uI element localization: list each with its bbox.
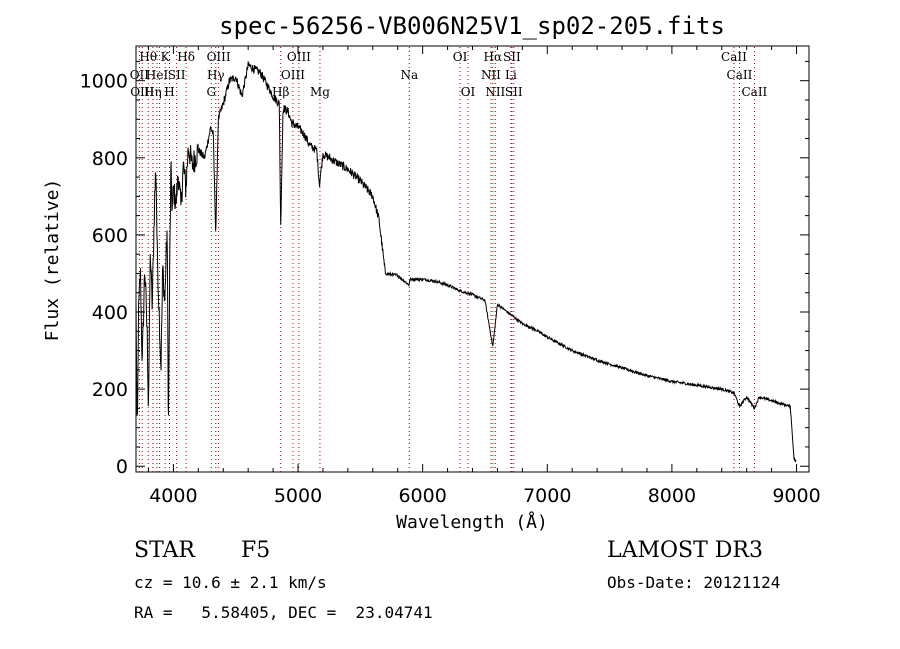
spectral-line-label: Hα [484, 50, 503, 64]
plot-frame [135, 45, 810, 473]
observation-date: Obs-Date: 20121124 [607, 573, 781, 592]
spectral-line-label: SII [503, 50, 521, 64]
y-tick-label: 600 [92, 225, 128, 247]
spectral-line-label: SII [505, 85, 523, 99]
y-tick-label: 400 [92, 302, 128, 324]
spectral-line-label: Na [400, 68, 418, 82]
y-tick-label: 800 [92, 148, 128, 170]
spectral-line-label: CaII [727, 68, 753, 82]
y-tick-label: 1000 [80, 71, 128, 93]
x-tick-label: 8000 [648, 485, 696, 507]
spectral-line-label: Li [505, 68, 517, 82]
spectral-line-label: NII [485, 85, 505, 99]
x-axis-ticks: 4000 5000 6000 7000 8000 9000 [147, 46, 821, 507]
x-tick-label: 7000 [523, 485, 571, 507]
x-tick-label: 5000 [274, 485, 322, 507]
redshift-info: cz = 10.6 ± 2.1 km/s [134, 573, 327, 592]
spectral-line-label: SII [168, 68, 186, 82]
spectral-line-label: OI [453, 50, 468, 64]
spectral-line-markers: OIIOIIIHθHηHeIKHSIIHδGHγOIIIHβOIIIOIIIMg… [130, 47, 768, 472]
y-tick-label: 200 [92, 379, 128, 401]
spectral-line-label: OIII [281, 68, 305, 82]
y-tick-label: 0 [116, 456, 128, 478]
object-subclass: F5 [241, 538, 271, 563]
spectral-line-label: OIII [287, 50, 311, 64]
spectral-line-label: K [161, 50, 171, 64]
chart-title: spec-56256-VB006N25V1_sp02-205.fits [219, 12, 725, 40]
spectral-line-label: OI [461, 85, 476, 99]
survey-name: LAMOST DR3 [607, 538, 763, 563]
spectral-line-label: H [164, 85, 174, 99]
y-axis-ticks: 0 200 400 600 800 1000 [80, 60, 809, 478]
spectral-line-label: Hγ [207, 68, 225, 82]
spectrum-line [135, 61, 797, 463]
x-tick-label: 9000 [772, 485, 820, 507]
spectral-line-label: OIII [207, 50, 231, 64]
x-tick-label: 4000 [149, 485, 197, 507]
spectral-line-label: G [206, 85, 216, 99]
spectral-line-label: Hθ [139, 50, 157, 64]
x-axis-label: Wavelength (Å) [396, 511, 548, 533]
spectral-line-label: Hδ [177, 50, 195, 64]
spectral-line-label: NII [481, 68, 501, 82]
spectral-line-label: HeI [146, 68, 169, 82]
coordinates: RA = 5.58405, DEC = 23.04741 [134, 603, 433, 622]
spectral-line-label: Hη [144, 85, 162, 99]
spectral-line-label: Mg [310, 85, 330, 99]
x-tick-label: 6000 [398, 485, 446, 507]
spectral-line-label: Hβ [272, 85, 289, 99]
spectral-line-label: CaII [741, 85, 767, 99]
spectral-line-label: CaII [721, 50, 747, 64]
y-axis-label: Flux (relative) [42, 179, 63, 342]
spectral-line-label: OII [130, 68, 150, 82]
object-class: STAR [134, 538, 195, 563]
